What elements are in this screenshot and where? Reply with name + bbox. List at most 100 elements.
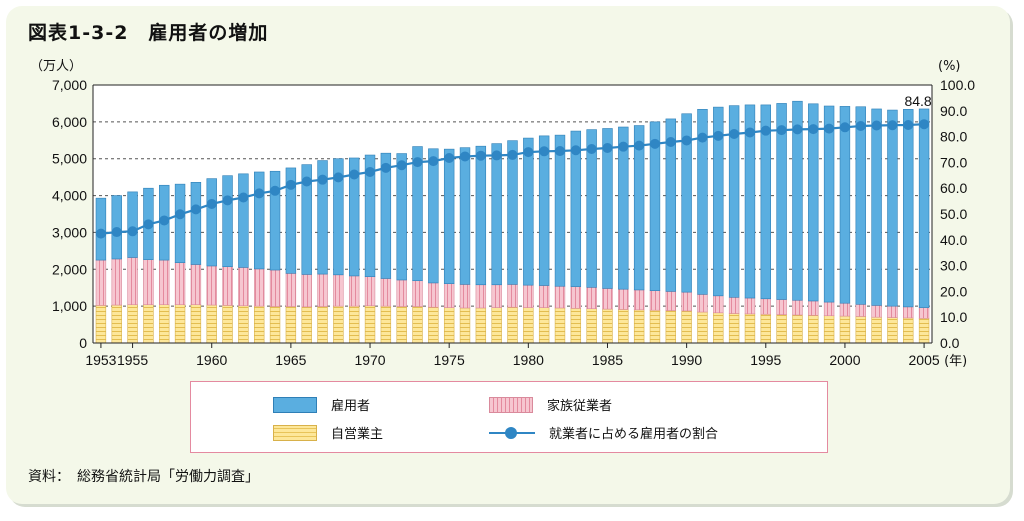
x-tick-label: 1990 [671, 352, 702, 368]
bar-self-employed [918, 318, 930, 344]
bar-self-employed [776, 314, 787, 344]
bar-self-employed [554, 307, 566, 344]
right-axis-unit: (%) [938, 59, 961, 74]
bar-family-worker [633, 289, 645, 311]
bar-self-employed [713, 312, 724, 344]
bar-family-worker [618, 288, 629, 310]
x-tick-label: 2000 [829, 352, 860, 368]
bar-self-employed [333, 305, 344, 344]
bar-self-employed [697, 311, 708, 344]
bar-self-employed [887, 317, 898, 344]
bar-employee [238, 173, 249, 268]
ratio-point [301, 176, 312, 187]
bar-employee [127, 191, 138, 258]
ratio-point [190, 204, 201, 215]
right-tick-label: 80.0 [940, 129, 967, 145]
left-tick-label: 1,000 [52, 298, 87, 314]
bar-family-worker [665, 291, 677, 311]
bar-self-employed [602, 308, 613, 344]
ratio-point [776, 125, 787, 136]
last-value-annotation: 84.8 [904, 93, 931, 109]
bar-family-worker [95, 259, 107, 306]
bar-self-employed [254, 305, 265, 344]
bar-employee [823, 105, 835, 303]
bar-self-employed [618, 309, 629, 344]
ratio-point [460, 151, 471, 162]
ratio-point [697, 132, 708, 143]
bar-employee [570, 130, 582, 287]
ratio-point [475, 150, 486, 161]
ratio-point [206, 198, 217, 209]
ratio-point [349, 169, 360, 180]
bar-family-worker [491, 284, 502, 308]
bar-family-worker [887, 305, 898, 318]
ratio-point [380, 162, 391, 173]
legend-item-self: 自営業主 [273, 423, 383, 442]
bar-employee [412, 146, 423, 282]
legend-swatch-self [273, 424, 317, 441]
ratio-point [444, 153, 455, 164]
bar-self-employed [206, 304, 217, 344]
bar-employee [554, 134, 566, 287]
bar-employee [475, 145, 487, 286]
bar-self-employed [317, 306, 328, 344]
bar-self-employed [760, 313, 771, 344]
legend-swatch-employees [273, 396, 317, 413]
bar-employee [254, 171, 265, 270]
bar-self-employed [111, 304, 122, 344]
bar-family-worker [428, 282, 439, 308]
bar-self-employed [507, 306, 518, 344]
ratio-point [491, 150, 502, 161]
ratio-point [523, 147, 534, 158]
bar-employee [744, 104, 756, 299]
bar-self-employed [269, 306, 281, 344]
bar-employee [855, 106, 866, 305]
x-tick-label: 1980 [513, 352, 544, 368]
bar-family-worker [792, 299, 803, 316]
bar-family-worker [222, 266, 233, 306]
x-tick-label: 1970 [354, 352, 385, 368]
left-tick-label: 3,000 [52, 224, 87, 240]
bar-family-worker [364, 276, 376, 307]
bar-family-worker [586, 287, 597, 310]
bar-employee [523, 137, 534, 286]
ratio-point [222, 195, 233, 206]
bar-family-worker [143, 259, 154, 305]
x-tick-label: 1975 [434, 352, 465, 368]
ratio-point [729, 129, 740, 140]
bar-self-employed [143, 304, 154, 344]
bar-family-worker [918, 307, 930, 319]
bar-family-worker [713, 295, 724, 314]
bar-employee [190, 182, 202, 265]
bar-self-employed [238, 305, 249, 344]
chart-title: 図表1-3-2 雇用者の増加 [28, 22, 269, 44]
ratio-point [760, 125, 771, 136]
x-tick-label: 1995 [750, 352, 781, 368]
bar-employee [649, 121, 661, 291]
bar-employee [871, 108, 882, 306]
axes [92, 84, 933, 348]
bar-self-employed [823, 315, 835, 344]
bar-employee [459, 147, 471, 285]
bar-self-employed [174, 304, 186, 344]
bar-self-employed [190, 304, 202, 344]
ratio-point [792, 124, 803, 135]
left-tick-label: 0 [79, 335, 87, 351]
left-tick-label: 7,000 [52, 77, 87, 93]
ratio-point [634, 140, 645, 151]
bar-self-employed [396, 306, 407, 344]
ratio-point [175, 209, 186, 220]
bar-family-worker [839, 302, 851, 317]
source-note: 資料： 総務省統計局「労働力調査」 [28, 469, 259, 485]
bar-employee [301, 164, 312, 275]
bar-employee [380, 152, 392, 279]
bar-self-employed [428, 306, 439, 344]
bar-self-employed [744, 313, 756, 344]
bar-employee [206, 178, 217, 267]
bar-family-worker [348, 275, 360, 307]
legend-item-family: 家族従業者 [489, 395, 612, 414]
bar-self-employed [871, 316, 882, 344]
ratio-point [111, 227, 122, 238]
bar-family-worker [127, 257, 138, 305]
bar-family-worker [459, 284, 471, 309]
